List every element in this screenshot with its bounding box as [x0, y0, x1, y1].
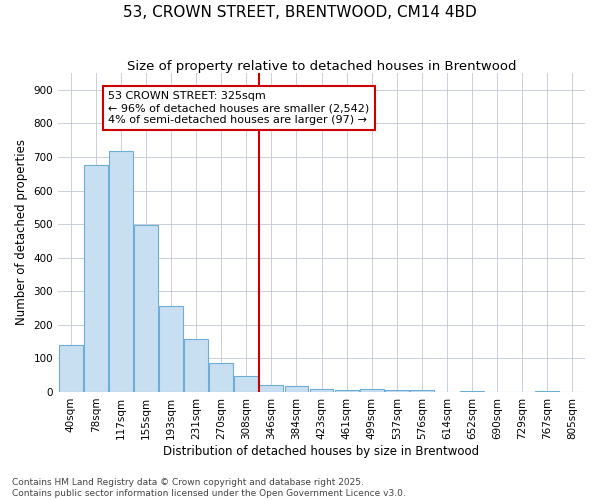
Bar: [184, 339, 208, 392]
Bar: [259, 385, 283, 392]
Text: 53 CROWN STREET: 325sqm
← 96% of detached houses are smaller (2,542)
4% of semi-: 53 CROWN STREET: 325sqm ← 96% of detache…: [108, 92, 370, 124]
Bar: [59, 345, 83, 392]
Bar: [360, 388, 383, 392]
Bar: [335, 390, 359, 392]
Bar: [209, 362, 233, 392]
Bar: [284, 386, 308, 392]
Bar: [159, 306, 183, 392]
Text: Contains HM Land Registry data © Crown copyright and database right 2025.
Contai: Contains HM Land Registry data © Crown c…: [12, 478, 406, 498]
Bar: [410, 390, 434, 392]
Bar: [535, 391, 559, 392]
Bar: [310, 388, 334, 392]
Title: Size of property relative to detached houses in Brentwood: Size of property relative to detached ho…: [127, 60, 516, 73]
X-axis label: Distribution of detached houses by size in Brentwood: Distribution of detached houses by size …: [163, 444, 479, 458]
Bar: [460, 391, 484, 392]
Text: 53, CROWN STREET, BRENTWOOD, CM14 4BD: 53, CROWN STREET, BRENTWOOD, CM14 4BD: [123, 5, 477, 20]
Y-axis label: Number of detached properties: Number of detached properties: [15, 140, 28, 326]
Bar: [84, 166, 107, 392]
Bar: [109, 151, 133, 392]
Bar: [235, 376, 258, 392]
Bar: [385, 390, 409, 392]
Bar: [134, 225, 158, 392]
